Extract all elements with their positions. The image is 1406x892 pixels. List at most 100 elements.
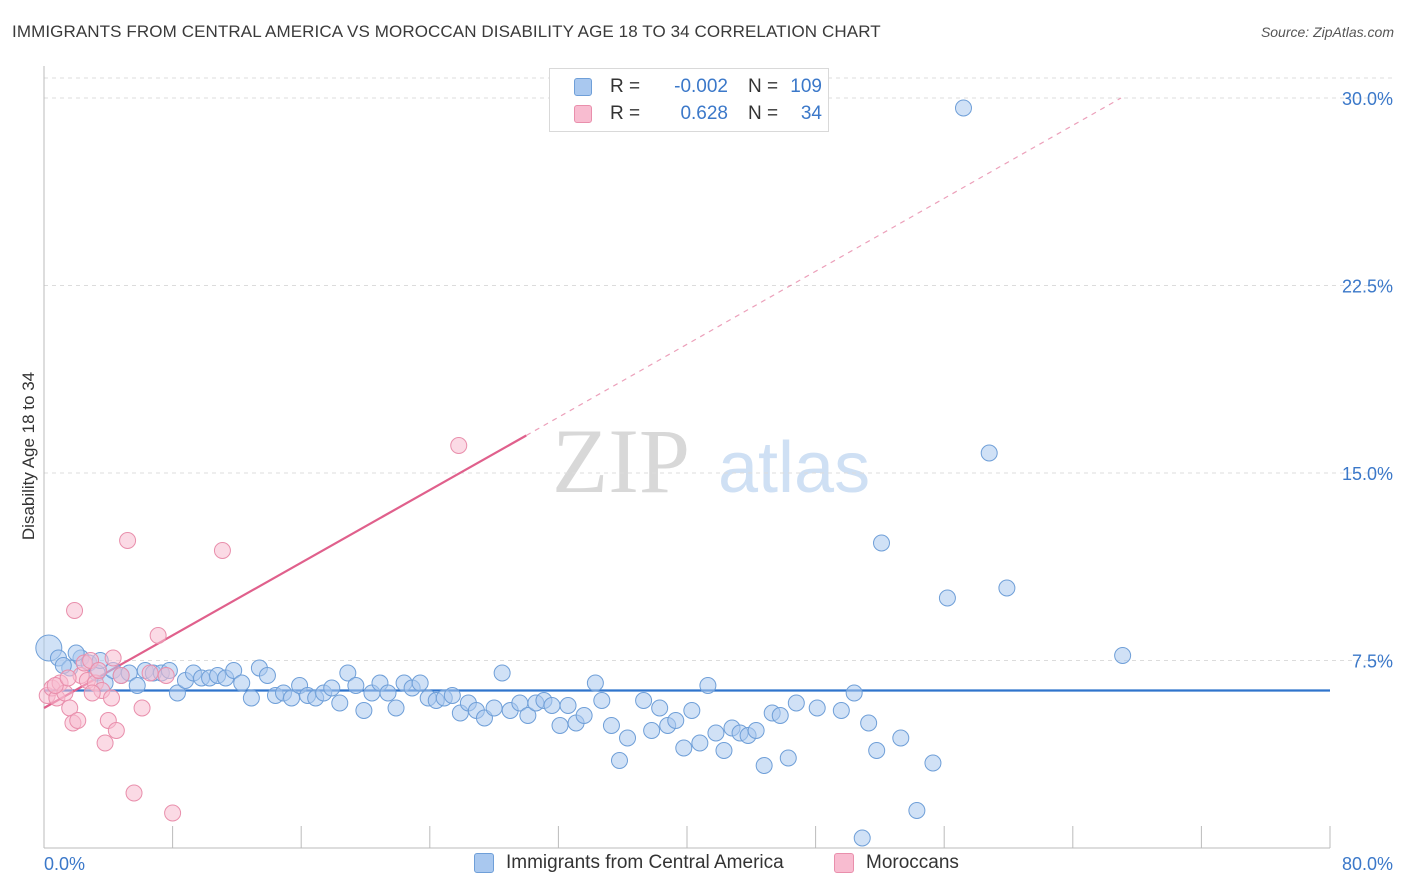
series-swatch-central-america (474, 853, 494, 873)
point-central-america (832, 702, 850, 719)
point-central-america (651, 699, 669, 717)
grid-lines (44, 77, 1395, 661)
y-axis-label: Disability Age 18 to 34 (19, 372, 38, 540)
point-central-america (168, 684, 186, 702)
point-central-america (610, 752, 628, 769)
tick-labels: 7.5% 15.0% 22.5% 30.0% 0.0% 80.0% (44, 89, 1393, 874)
point-moroccans (450, 437, 468, 454)
point-moroccans (83, 684, 101, 702)
point-central-america (643, 722, 661, 739)
point-central-america (699, 677, 717, 694)
point-central-america (619, 729, 637, 747)
point-central-america (323, 679, 341, 697)
legend-row-central-america: R = -0.002 N = 109 (574, 75, 822, 99)
point-central-america (924, 754, 942, 772)
point-central-america (954, 99, 972, 117)
legend-swatch-central-america (574, 78, 592, 96)
trend-line-moroccans (43, 434, 527, 709)
point-moroccans (46, 677, 64, 694)
legend-n-value: 34 (800, 103, 822, 124)
series-legend: Immigrants from Central America Moroccan… (0, 852, 1406, 878)
point-central-america (675, 739, 693, 757)
point-moroccans (125, 784, 143, 802)
point-central-america (747, 722, 765, 739)
point-central-america (443, 687, 461, 704)
point-moroccans (96, 734, 114, 752)
point-central-america (908, 802, 926, 819)
point-central-america (707, 724, 725, 742)
point-central-america (715, 742, 733, 759)
data-points (35, 99, 1132, 847)
point-central-america (635, 692, 653, 709)
point-central-america (860, 714, 878, 732)
point-central-america (519, 707, 537, 724)
point-central-america (543, 697, 561, 714)
legend-row-moroccans: R = 0.628 N = 34 (574, 102, 822, 126)
point-central-america (683, 702, 701, 719)
point-central-america (339, 664, 357, 682)
point-central-america (853, 829, 871, 847)
y-tick-label: 30.0% (1342, 89, 1393, 109)
point-moroccans (59, 669, 77, 687)
legend-r-label: R = (610, 76, 641, 97)
point-central-america (779, 749, 797, 767)
watermark-atlas: atlas (718, 428, 870, 508)
point-central-america (559, 697, 577, 714)
point-moroccans (69, 712, 87, 729)
point-central-america (808, 699, 826, 717)
point-moroccans (141, 664, 159, 682)
point-central-america (225, 662, 243, 679)
point-central-america (331, 694, 349, 712)
series-swatch-moroccans (834, 853, 854, 873)
point-central-america (355, 702, 373, 719)
point-moroccans (149, 627, 167, 644)
point-moroccans (107, 722, 125, 739)
point-central-america (667, 712, 685, 729)
point-central-america (586, 674, 604, 692)
y-tick-label: 7.5% (1352, 652, 1393, 672)
point-central-america (258, 667, 276, 684)
legend-n-value: 109 (790, 76, 822, 97)
legend-r-label: R = (610, 103, 641, 124)
point-moroccans (164, 804, 182, 822)
series-legend-item-moroccans[interactable]: Moroccans (834, 852, 959, 874)
point-central-america (892, 729, 910, 747)
correlation-legend: R = -0.002 N = 109 R = 0.628 N = 34 (549, 68, 829, 132)
point-central-america (242, 689, 260, 707)
point-central-america (873, 534, 891, 552)
point-central-america (602, 717, 620, 734)
y-tick-label: 22.5% (1342, 277, 1393, 297)
point-moroccans (213, 542, 231, 559)
point-moroccans (133, 699, 151, 717)
legend-r-value: -0.002 (674, 76, 728, 97)
point-central-america (233, 674, 251, 692)
point-central-america (938, 589, 956, 607)
point-central-america (485, 699, 503, 717)
watermark: ZIP atlas (552, 410, 870, 512)
series-legend-label: Immigrants from Central America (506, 852, 784, 873)
point-central-america (998, 579, 1016, 597)
series-legend-item-central-america[interactable]: Immigrants from Central America (474, 852, 784, 874)
trend-extension-moroccans (525, 97, 1122, 437)
point-central-america (691, 734, 709, 752)
x-tick-label: 80.0% (1342, 854, 1393, 874)
point-central-america (980, 444, 998, 462)
point-central-america (845, 684, 863, 702)
chart-title: IMMIGRANTS FROM CENTRAL AMERICA VS MOROC… (12, 22, 881, 41)
point-central-america (787, 694, 805, 712)
point-central-america (575, 707, 593, 724)
point-central-america (868, 742, 886, 759)
point-central-america (128, 677, 146, 694)
legend-n-label: N = (748, 76, 779, 97)
point-central-america (755, 757, 773, 774)
point-central-america (411, 674, 429, 692)
point-central-america (1114, 647, 1132, 664)
point-moroccans (119, 532, 137, 549)
point-moroccans (157, 667, 175, 684)
series-legend-label: Moroccans (866, 852, 959, 873)
trend-lines (43, 97, 1330, 709)
point-moroccans (103, 689, 121, 707)
x-tick-label: 0.0% (44, 854, 85, 874)
y-tick-label: 15.0% (1342, 464, 1393, 484)
